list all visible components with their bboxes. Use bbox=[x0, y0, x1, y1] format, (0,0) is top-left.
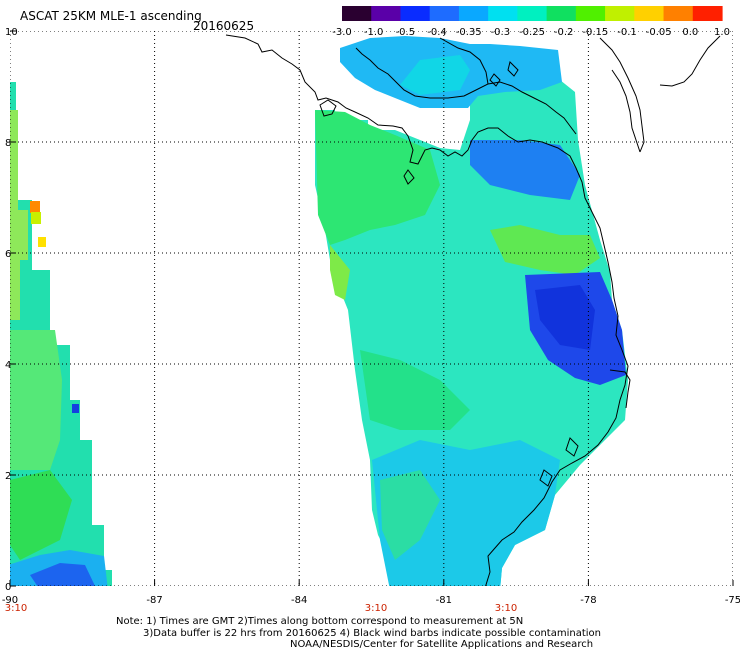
colorbar-swatch bbox=[605, 6, 635, 21]
colorbar-swatch bbox=[400, 6, 431, 21]
colorbar-label: -0.05 bbox=[646, 27, 672, 38]
colorbar-labels: -3.0 -1.0 -0.5 -0.4 -0.35 -0.3 -0.25 -0.2 -0.15-… bbox=[332, 27, 730, 38]
colorbar: -3.0 -1.0 -0.5 -0.4 -0.35 -0.3 -0.25 -0.2 -0.15-… bbox=[332, 6, 730, 38]
lat-tick-label: 0 bbox=[5, 582, 11, 593]
map-date: 20160625 bbox=[193, 19, 254, 33]
colorbar-label: 1.0 bbox=[714, 27, 730, 38]
colorbar-swatch bbox=[575, 6, 606, 21]
axis-ticks bbox=[9, 30, 734, 587]
colorbar-swatch bbox=[517, 6, 548, 21]
lat-tick-label: 8 bbox=[5, 138, 11, 149]
colorbar-swatch bbox=[458, 6, 489, 21]
colorbar-label: -0.3 bbox=[491, 27, 511, 38]
colorbar-label: -0.1 bbox=[617, 27, 637, 38]
colorbar-label: -0.15 bbox=[582, 27, 608, 38]
pass-time-label: 3:10 bbox=[365, 603, 387, 614]
colorbar-label: -0.35 bbox=[456, 27, 482, 38]
colorbar-swatch bbox=[371, 6, 402, 21]
lon-tick-label: -90 bbox=[2, 595, 18, 606]
colorbar-label: -0.2 bbox=[554, 27, 574, 38]
colorbar-label: -0.25 bbox=[519, 27, 545, 38]
lon-tick-label: -84 bbox=[291, 595, 307, 606]
lon-tick-label: -81 bbox=[436, 595, 452, 606]
longitude-labels: -90 -87 -84 -81 -78 -75 bbox=[2, 595, 740, 606]
colorbar-swatch bbox=[692, 6, 723, 21]
swath-main bbox=[315, 36, 628, 586]
colorbar-swatch bbox=[634, 6, 665, 21]
map-title: ASCAT 25KM MLE-1 ascending bbox=[20, 9, 202, 23]
pass-time-label: 3:10 bbox=[5, 603, 27, 614]
colorbar-swatch bbox=[663, 6, 694, 21]
map-area bbox=[10, 31, 733, 586]
note-line-1: Note: 1) Times are GMT 2)Times along bot… bbox=[116, 616, 524, 627]
lon-tick-label: -78 bbox=[580, 595, 596, 606]
colorbar-swatch bbox=[342, 6, 372, 21]
pass-time-label: 3:10 bbox=[495, 603, 517, 614]
colorbar-label: -1.0 bbox=[364, 27, 384, 38]
colorbar-swatches bbox=[342, 6, 723, 21]
colorbar-label: -0.5 bbox=[396, 27, 416, 38]
note-line-3: NOAA/NESDIS/Center for Satellite Applica… bbox=[290, 639, 594, 650]
colorbar-swatch bbox=[546, 6, 577, 21]
colorbar-label: -0.4 bbox=[427, 27, 447, 38]
swath-left bbox=[10, 82, 112, 586]
lat-tick-label: 10 bbox=[5, 27, 18, 38]
lon-tick-label: -75 bbox=[725, 595, 740, 606]
latitude-labels: 0 2 4 6 8 10 bbox=[5, 27, 18, 593]
lat-tick-label: 6 bbox=[5, 249, 11, 260]
lon-tick-label: -87 bbox=[146, 595, 162, 606]
lat-lon-grid bbox=[10, 31, 733, 586]
colorbar-swatch bbox=[429, 6, 460, 21]
lat-tick-label: 2 bbox=[5, 471, 11, 482]
colorbar-label: -3.0 bbox=[332, 27, 352, 38]
time-labels: 3:10 3:10 3:10 bbox=[5, 603, 517, 614]
note-line-2: 3)Data buffer is 22 hrs from 20160625 4)… bbox=[143, 628, 601, 639]
lat-tick-label: 4 bbox=[5, 360, 11, 371]
colorbar-label: 0.0 bbox=[682, 27, 698, 38]
colorbar-swatch bbox=[488, 6, 518, 21]
